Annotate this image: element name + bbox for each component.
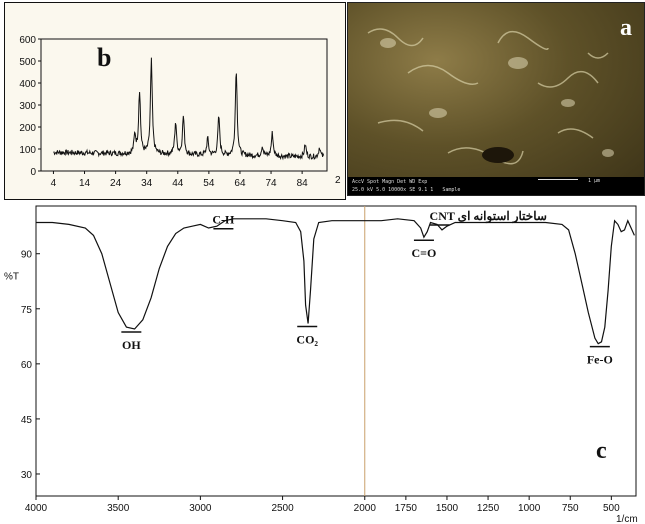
xrd-y-tick-label: 300: [19, 101, 36, 112]
panel-label-b: b: [97, 43, 112, 72]
xrd-y-tick-label: 400: [19, 79, 36, 90]
xrd-plot-frame: [40, 38, 328, 172]
xrd-panel: 0 100 200 300 400 500 600 4 14 24 34 44 54 64 74 84 2 b: [4, 2, 346, 200]
ftir-spectrum-line: [36, 218, 635, 345]
ftir-x-tick-label: 3500: [107, 503, 130, 514]
ftir-x-tick-label: 1250: [477, 503, 500, 514]
label-oh: OH: [122, 338, 141, 352]
ftir-y-tick-label: 60: [21, 360, 33, 371]
xrd-y-tick-label: 0: [30, 167, 36, 178]
ftir-plot-frame: [35, 205, 637, 497]
sem-info-values: 25.0 kV 5.0 10000x SE 9.1 1: [352, 187, 434, 193]
xrd-y-tick-label: 200: [19, 123, 36, 134]
sem-info-line1: AccV Spot Magn Det WD Exp: [352, 179, 428, 185]
ftir-y-tick-label: 75: [21, 305, 33, 316]
xrd-x-tick-label: 24: [110, 178, 122, 189]
xrd-pattern-line: [53, 57, 325, 161]
sem-scale-label: 1 µm: [588, 178, 601, 184]
ftir-y-tick-label: 90: [21, 250, 33, 261]
xrd-chart: 0 100 200 300 400 500 600 4 14 24 34 44 54 64 74 84 2: [19, 35, 341, 189]
label-cnt: CNT ساختار استوانه ای: [430, 209, 547, 224]
label-c-o: C=O: [412, 246, 437, 260]
ftir-chart: 30 45 60 75 90%T 4000 3500 3000 2500 2000 1750 1500…: [4, 205, 638, 524]
xrd-x-tick-label: 74: [265, 178, 277, 189]
ftir-x-tick-label: 500: [603, 503, 620, 514]
ftir-x-tick-label: 750: [562, 503, 579, 514]
xrd-x-tick-label: 54: [203, 178, 215, 189]
sem-sample: Sample: [442, 187, 461, 193]
xrd-y-tick-label: 600: [19, 35, 36, 46]
ftir-panel: 30 45 60 75 90 %T 4000 3500 3000 2500 2000 1750 1500…: [0, 200, 645, 524]
ftir-x-tick-label: 1500: [436, 503, 459, 514]
sem-info-bar: AccV Spot Magn Det WD Exp 25.0 kV 5.0 10…: [348, 177, 644, 195]
sem-image: a AccV Spot Magn Det WD Exp 25.0 kV 5.0 …: [347, 2, 645, 196]
ftir-x-tick-label: 1750: [395, 503, 418, 514]
ftir-x-tick-label: 1000: [518, 503, 541, 514]
ftir-x-tick-label: 4000: [25, 503, 48, 514]
ftir-y-axis-label: %T: [4, 272, 19, 283]
ftir-x-tick-label: 2000: [354, 503, 377, 514]
xrd-y-tick-label: 500: [19, 57, 36, 68]
xrd-x-tick-label: 14: [79, 178, 91, 189]
ftir-x-axis-label: 1/cm: [616, 514, 638, 524]
sem-scale-bar: [538, 179, 578, 180]
ftir-y-tick-label: 30: [21, 470, 33, 481]
sem-info-line2: 25.0 kV 5.0 10000x SE 9.1 1 Sample: [352, 186, 640, 194]
label-co2: CO₂: [296, 332, 318, 346]
xrd-x-tick-label: 44: [172, 178, 184, 189]
ftir-x-tick-label: 2500: [271, 503, 294, 514]
xrd-x-tick-label: 84: [297, 178, 309, 189]
panel-label-c: c: [596, 438, 607, 464]
ftir-y-tick-label: 45: [21, 415, 33, 426]
panel-label-a: a: [620, 15, 632, 41]
ftir-x-tick-label: 3000: [189, 503, 212, 514]
label-fe-o: Fe-O: [587, 353, 613, 367]
xrd-y-tick-label: 100: [19, 145, 36, 156]
xrd-x-tick-label: 4: [51, 178, 57, 189]
sem-texture: [367, 28, 614, 165]
xrd-x-tick-label: 64: [234, 178, 246, 189]
xrd-x-tick-label: 34: [141, 178, 153, 189]
label-c-h: C-H: [212, 213, 235, 227]
xrd-edge-label: 2: [335, 175, 341, 186]
